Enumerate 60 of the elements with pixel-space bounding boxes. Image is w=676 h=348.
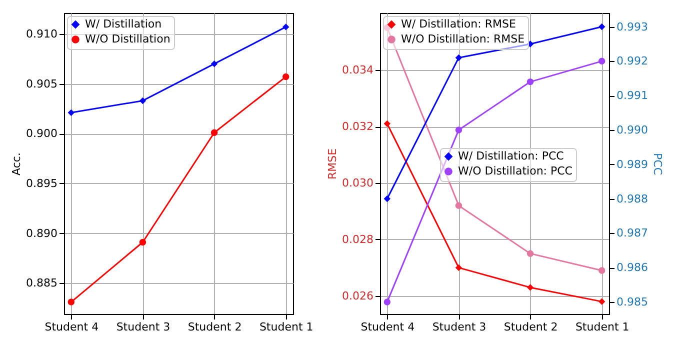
- y2-tick-label: 0.988: [616, 192, 648, 206]
- point: [455, 126, 462, 134]
- point: [526, 78, 534, 86]
- y-axis-title: RMSE: [326, 148, 340, 180]
- x-tick-label: Student 1: [259, 320, 314, 334]
- y-tick-label: 0.895: [26, 176, 58, 190]
- point: [282, 73, 290, 80]
- point: [384, 298, 391, 306]
- x-tick-label: Student 2: [504, 320, 558, 334]
- y-tick-label: 0.032: [342, 120, 374, 134]
- point: [210, 129, 218, 136]
- x-tick-label: Student 1: [575, 320, 630, 334]
- point: [384, 120, 391, 128]
- y2-axis-title: PCC: [650, 153, 664, 176]
- point: [139, 97, 146, 104]
- legend-label: W/O Distillation: [85, 32, 170, 46]
- point: [526, 284, 534, 291]
- y-tick-label: 0.028: [342, 232, 374, 246]
- point: [210, 60, 218, 68]
- point: [526, 250, 534, 257]
- y-tick-label: 0.034: [342, 64, 374, 77]
- y-tick-label: 0.890: [26, 226, 58, 240]
- point: [139, 238, 146, 246]
- x-tick-label: Student 3: [432, 320, 486, 334]
- x-tick-label: Student 2: [188, 320, 242, 334]
- point: [455, 202, 462, 209]
- point: [598, 298, 606, 305]
- legend-label: W/O Distillation: PCC: [458, 164, 573, 178]
- y2-tick-label: 0.993: [616, 20, 648, 34]
- y-axis-title: Acc.: [10, 152, 24, 176]
- x-tick-label: Student 4: [360, 320, 415, 334]
- point: [598, 58, 606, 65]
- point: [384, 195, 391, 202]
- y2-tick-label: 0.991: [616, 89, 648, 102]
- y2-tick-label: 0.986: [616, 261, 648, 274]
- y-tick-label: 0.026: [342, 289, 374, 302]
- y-tick-label: 0.900: [26, 127, 58, 140]
- point: [455, 54, 462, 62]
- y2-tick-label: 0.992: [616, 54, 648, 68]
- legend-label: W/O Distillation: RMSE: [401, 32, 525, 46]
- legend-label: W/ Distillation: PCC: [458, 150, 564, 162]
- point: [598, 267, 606, 274]
- y2-tick-label: 0.990: [616, 123, 648, 136]
- y2-tick-label: 0.987: [616, 226, 648, 240]
- point: [282, 24, 290, 30]
- point: [68, 298, 75, 306]
- legend-label: W/ Distillation: [85, 18, 162, 30]
- y-tick-label: 0.030: [342, 176, 374, 190]
- legend-label: W/ Distillation: RMSE: [401, 18, 516, 30]
- point: [598, 23, 606, 30]
- y2-tick-label: 0.985: [616, 295, 648, 308]
- point: [526, 40, 534, 48]
- point: [68, 109, 75, 116]
- y-tick-label: 0.910: [26, 27, 58, 40]
- point: [455, 264, 462, 272]
- x-tick-label: Student 3: [116, 320, 170, 334]
- y-tick-label: 0.885: [26, 276, 58, 290]
- y2-tick-label: 0.989: [616, 158, 648, 171]
- y-tick-label: 0.905: [26, 77, 58, 90]
- x-tick-label: Student 4: [44, 320, 99, 334]
